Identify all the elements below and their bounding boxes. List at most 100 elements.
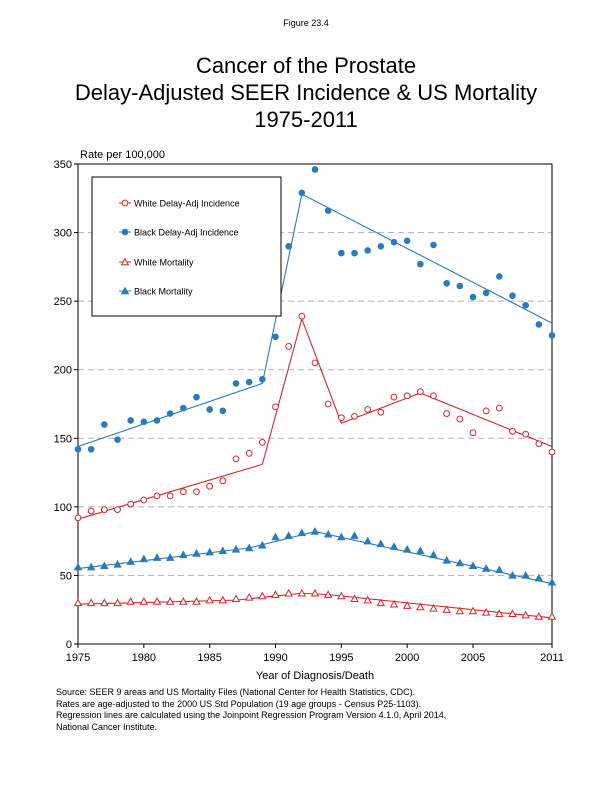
data-point — [166, 410, 174, 417]
data-point — [297, 588, 307, 597]
legend-marker — [120, 286, 130, 295]
gridlines — [78, 232, 552, 576]
data-point — [430, 241, 437, 249]
data-point — [350, 594, 359, 602]
data-point — [126, 557, 135, 565]
y-axis: 0 50 100 150 200 250 300 350 — [54, 159, 78, 651]
data-point — [74, 445, 82, 453]
data-point — [351, 412, 358, 420]
legend-label: Black Mortality — [134, 287, 193, 297]
x-tick-label: 2011 — [540, 652, 564, 664]
y-axis-label: Rate per 100,000 — [80, 149, 165, 161]
x-axis: 1975 1980 1985 1990 1995 2000 2005 2011 — [66, 644, 564, 664]
data-point — [179, 488, 187, 496]
data-point — [140, 496, 148, 504]
data-point — [416, 602, 425, 611]
x-tick-label: 1980 — [132, 652, 156, 664]
data-point — [86, 562, 96, 571]
data-point — [364, 247, 371, 254]
data-point — [377, 408, 385, 416]
data-point — [271, 590, 280, 598]
data-point — [548, 448, 556, 456]
data-point — [416, 388, 424, 396]
data-point — [114, 506, 121, 514]
data-point — [232, 455, 240, 463]
data-point — [311, 359, 319, 367]
x-axis-label: Year of Diagnosis/Death — [256, 670, 374, 682]
data-point — [73, 562, 83, 571]
data-point — [165, 553, 175, 561]
data-point — [310, 588, 320, 597]
data-point — [509, 292, 516, 299]
data-point — [402, 601, 412, 609]
data-point — [152, 597, 162, 605]
x-tick-label: 2005 — [461, 652, 485, 664]
data-point — [192, 597, 201, 605]
data-point — [495, 609, 504, 618]
data-point — [443, 410, 451, 418]
data-point — [402, 544, 412, 553]
data-point — [139, 554, 149, 563]
data-point — [259, 376, 266, 383]
legend-label: White Delay-Adj Incidence — [134, 199, 240, 209]
data-point — [363, 595, 372, 604]
data-point — [272, 403, 279, 411]
data-point — [231, 594, 241, 602]
data-point — [429, 603, 438, 612]
y-tick-label: 0 — [66, 639, 72, 651]
trend-line-0 — [77, 317, 553, 520]
data-point — [165, 597, 175, 605]
data-point — [442, 555, 451, 564]
footnote-line-3: Regression lines are calculated using th… — [56, 710, 447, 720]
data-point — [535, 440, 543, 448]
data-point — [508, 570, 517, 579]
data-point — [298, 189, 306, 197]
legend-marker — [120, 257, 130, 266]
data-point — [455, 606, 465, 615]
trend-line-2 — [77, 592, 553, 619]
data-point — [205, 547, 214, 556]
data-point — [87, 507, 95, 515]
data-point — [113, 598, 122, 607]
chart-title: Cancer of the Prostate Delay-Adjusted SE… — [0, 52, 612, 133]
data-point — [495, 404, 503, 412]
x-tick-label: 2000 — [395, 652, 419, 664]
data-point — [231, 544, 241, 553]
y-tick-label: 250 — [54, 296, 72, 308]
data-point — [205, 595, 214, 604]
data-point — [127, 500, 135, 508]
data-point — [140, 418, 148, 426]
data-point — [245, 378, 253, 386]
data-point — [324, 207, 332, 214]
figure-label: Figure 23.4 — [283, 18, 329, 28]
data-point — [323, 529, 333, 538]
data-point — [179, 597, 188, 605]
data-point — [535, 321, 543, 328]
data-point — [390, 238, 398, 246]
data-point — [232, 380, 240, 387]
title-line-1: Cancer of the Prostate — [195, 53, 417, 78]
data-point — [139, 597, 149, 605]
data-point — [244, 592, 254, 601]
data-point — [258, 540, 267, 549]
data-point — [481, 564, 491, 572]
data-point — [218, 595, 228, 604]
data-point — [509, 428, 516, 435]
footnote-line-4: National Cancer Institute. — [56, 721, 158, 732]
data-point — [429, 550, 438, 559]
data-point — [166, 492, 174, 500]
title-line-3: 1975-2011 — [254, 107, 358, 132]
y-tick-label: 50 — [60, 570, 72, 582]
data-point — [153, 492, 161, 500]
legend: White Delay-Adj Incidence Black Delay-Adj… — [91, 176, 282, 317]
data-point — [258, 591, 267, 600]
data-point — [192, 549, 201, 557]
data-point — [547, 612, 557, 620]
data-point — [495, 565, 504, 574]
data-point — [496, 273, 503, 280]
data-point — [271, 532, 280, 541]
data-point — [206, 482, 214, 490]
data-point — [416, 546, 425, 554]
data-point — [522, 430, 530, 438]
data-point — [390, 393, 398, 401]
